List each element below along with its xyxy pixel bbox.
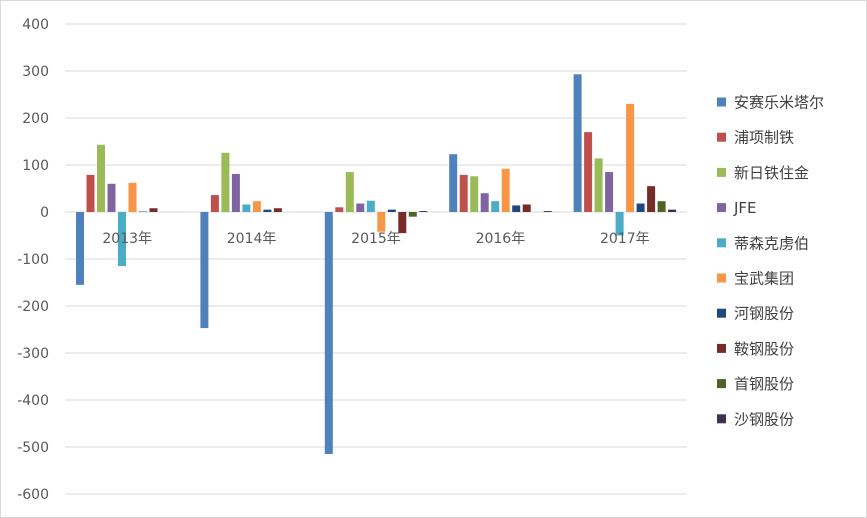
gridlines <box>65 23 687 495</box>
legend-label: 沙钢股份 <box>734 410 794 428</box>
bar <box>543 211 552 212</box>
y-tick-label: -200 <box>17 299 49 315</box>
legend-item: 新日铁住金 <box>717 164 809 182</box>
legend-item: 蒂森克虏伯 <box>717 234 809 252</box>
y-tick-label: -500 <box>17 440 49 456</box>
bar <box>480 193 489 212</box>
legend-label: 安赛乐米塔尔 <box>734 94 824 112</box>
legend-label: 蒂森克虏伯 <box>734 234 809 252</box>
bar <box>221 152 230 212</box>
bar <box>366 200 375 212</box>
legend-label: 首钢股份 <box>734 375 794 393</box>
bar <box>636 203 645 212</box>
legend-swatch <box>717 238 726 248</box>
bar <box>449 154 458 212</box>
bar <box>615 212 624 236</box>
bar <box>647 186 656 212</box>
bar <box>356 203 365 212</box>
y-tick-label: 400 <box>22 17 49 33</box>
bar <box>584 132 593 212</box>
legend-item: 河钢股份 <box>717 305 794 323</box>
y-tick-label: 300 <box>22 64 49 80</box>
bar <box>86 174 95 212</box>
legend-item: 鞍钢股份 <box>717 340 794 358</box>
bar <box>408 212 417 217</box>
bar <box>605 172 614 212</box>
bar <box>594 158 603 212</box>
legend-item: 安赛乐米塔尔 <box>717 94 824 112</box>
legend-item: 浦项制铁 <box>717 129 794 147</box>
bar <box>387 209 396 212</box>
legend-item: JFE <box>717 199 757 217</box>
bar <box>491 201 500 212</box>
bar <box>242 204 251 212</box>
bar <box>335 207 344 212</box>
legend-label: 鞍钢股份 <box>734 340 794 358</box>
bar <box>626 103 635 212</box>
y-tick-label: -300 <box>17 346 49 362</box>
legend-swatch <box>717 167 726 177</box>
bar <box>139 211 147 213</box>
bar <box>231 173 240 212</box>
bar <box>573 74 582 212</box>
bar <box>657 201 666 212</box>
bar <box>345 172 354 212</box>
bar <box>128 182 137 212</box>
bar <box>118 212 126 267</box>
legend-swatch <box>717 97 726 107</box>
legend-label: 新日铁住金 <box>734 164 809 182</box>
legend-swatch <box>717 308 726 318</box>
legend-item: 首钢股份 <box>717 375 794 393</box>
legend-label: 宝武集团 <box>734 270 794 288</box>
legend-swatch <box>717 273 726 283</box>
y-axis-tick-labels: 400 300 200 100 0 -100 -200 -300 -400 -500 -600 <box>17 17 49 503</box>
legend-swatch <box>717 414 726 424</box>
bar <box>377 212 386 232</box>
bar <box>512 205 521 212</box>
legend-label: 浦项制铁 <box>734 129 794 147</box>
bar <box>149 208 158 212</box>
legend-item: 宝武集团 <box>717 270 794 288</box>
legend-swatch <box>717 203 726 213</box>
bar <box>459 174 468 212</box>
x-category-label: 2016年 <box>476 231 526 247</box>
bar <box>273 208 282 212</box>
legend-swatch <box>717 379 726 389</box>
bar <box>419 211 428 212</box>
x-category-label: 2014年 <box>227 231 277 247</box>
bar <box>210 195 219 212</box>
x-category-label: 2015年 <box>351 231 401 247</box>
bar <box>398 212 407 234</box>
bar <box>107 183 116 212</box>
bar <box>470 176 479 212</box>
y-tick-label: -600 <box>17 487 49 503</box>
y-tick-label: -100 <box>17 252 49 268</box>
y-tick-label: 100 <box>22 158 49 174</box>
bar <box>522 204 531 212</box>
bar <box>263 209 272 212</box>
y-tick-label: 0 <box>40 205 49 221</box>
bar <box>501 168 510 212</box>
bar <box>97 144 105 212</box>
y-tick-label: 200 <box>22 111 49 127</box>
bar <box>200 212 209 329</box>
bar <box>252 201 261 212</box>
legend-swatch <box>717 343 726 353</box>
legend-label: JFE <box>733 199 757 217</box>
legend-swatch <box>717 132 726 142</box>
x-axis-category-labels: 2013年 2014年 2015年 2016年 2017年 <box>102 231 649 247</box>
bar <box>668 209 677 212</box>
bar <box>76 212 84 285</box>
y-tick-label: -400 <box>17 393 49 409</box>
legend-label: 河钢股份 <box>734 305 794 323</box>
x-category-label: 2017年 <box>600 231 650 247</box>
x-category-label: 2013年 <box>102 231 152 247</box>
bar <box>324 212 333 455</box>
bars <box>76 74 677 455</box>
legend-item: 沙钢股份 <box>717 410 794 428</box>
